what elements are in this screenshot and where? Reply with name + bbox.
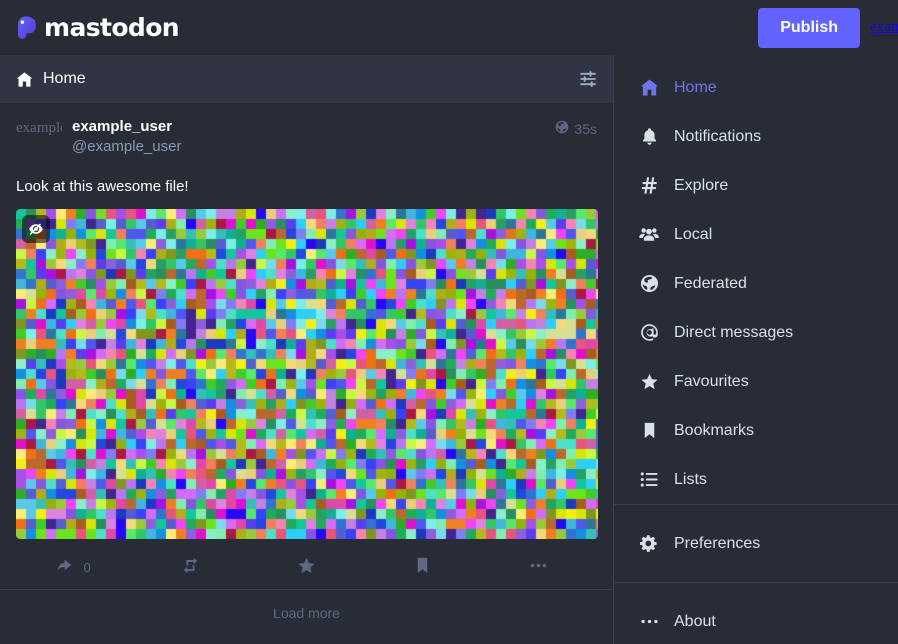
- sidebar-item-favourites[interactable]: Favourites: [614, 357, 898, 406]
- star-icon: [297, 556, 316, 578]
- sidebar-item-label: Federated: [674, 274, 747, 292]
- reply-button[interactable]: 0: [16, 545, 132, 589]
- sidebar-item-label: Notifications: [674, 127, 762, 145]
- hashtag-icon: [638, 176, 660, 195]
- home-timeline-column: Home example_user: [0, 55, 614, 644]
- overflow-link[interactable]: examp: [870, 19, 898, 35]
- status-timestamp[interactable]: 35s: [555, 120, 597, 137]
- navigation-panel: Home Notifications Explore Local: [614, 55, 898, 644]
- star-icon: [638, 372, 660, 391]
- account-handle[interactable]: @example_user: [72, 138, 182, 155]
- sidebar-item-notifications[interactable]: Notifications: [614, 112, 898, 161]
- sidebar-item-label: Local: [674, 225, 713, 243]
- display-name[interactable]: example_user: [72, 118, 173, 135]
- globe-icon: [555, 120, 569, 137]
- boost-button[interactable]: [132, 545, 248, 589]
- sidebar-item-local[interactable]: Local: [614, 210, 898, 259]
- boost-icon: [181, 556, 200, 578]
- top-bar: mastodon Publish examp: [0, 0, 898, 55]
- sidebar-item-lists[interactable]: Lists: [614, 455, 898, 504]
- sidebar-item-label: Explore: [674, 176, 729, 194]
- home-icon: [16, 71, 33, 88]
- sidebar-item-label: Preferences: [674, 534, 761, 552]
- status-content: Look at this awesome file!: [16, 178, 189, 195]
- timestamp-text: 35s: [574, 120, 597, 137]
- sidebar-item-label: Lists: [674, 470, 707, 488]
- nav-divider-top: [614, 504, 898, 505]
- nav-top-spacer: [614, 55, 898, 63]
- sidebar-item-bookmarks[interactable]: Bookmarks: [614, 406, 898, 455]
- avatar-alt-text: example_user: [16, 120, 62, 136]
- at-icon: [638, 323, 660, 342]
- status-post: example_user example_user @example_user: [0, 103, 613, 590]
- image-attachment[interactable]: [16, 209, 598, 539]
- gear-icon: [638, 534, 660, 553]
- nav-divider-bottom: [614, 582, 898, 583]
- ellipsis-icon: [529, 556, 548, 578]
- sidebar-item-label: Bookmarks: [674, 421, 755, 439]
- users-icon: [638, 225, 660, 244]
- column-header-home[interactable]: Home: [0, 55, 613, 103]
- favourite-button[interactable]: [248, 545, 364, 589]
- timeline-body[interactable]: example_user example_user @example_user: [0, 103, 613, 644]
- sidebar-item-preferences[interactable]: Preferences: [614, 519, 898, 568]
- mastodon-logo-icon: [14, 15, 38, 41]
- bookmark-icon: [638, 421, 660, 440]
- mastodon-wordmark: mastodon: [44, 13, 180, 42]
- eye-slash-icon[interactable]: [22, 215, 50, 243]
- sidebar-item-label: Direct messages: [674, 323, 794, 341]
- sidebar-item-label: Favourites: [674, 372, 749, 390]
- sidebar-item-federated[interactable]: Federated: [614, 259, 898, 308]
- status-header: example_user example_user @example_user: [16, 117, 597, 163]
- reply-icon: [57, 556, 76, 578]
- sidebar-item-label: Home: [674, 78, 717, 96]
- sliders-icon[interactable]: [579, 70, 597, 88]
- bookmark-button[interactable]: [365, 545, 481, 589]
- publish-button[interactable]: Publish: [758, 7, 860, 48]
- mastodon-logo[interactable]: mastodon: [14, 13, 180, 42]
- sidebar-item-label: About: [674, 612, 716, 630]
- sidebar-item-explore[interactable]: Explore: [614, 161, 898, 210]
- more-button[interactable]: [481, 545, 597, 589]
- sidebar-item-about[interactable]: About: [614, 597, 898, 644]
- columns-area: Home example_user: [0, 55, 898, 644]
- column-title: Home: [43, 70, 86, 87]
- media-gallery[interactable]: [16, 209, 598, 539]
- list-icon: [638, 470, 660, 489]
- sidebar-item-direct-messages[interactable]: Direct messages: [614, 308, 898, 357]
- bell-icon: [638, 127, 660, 146]
- bookmark-icon: [413, 556, 432, 578]
- top-bar-right: Publish examp: [758, 7, 898, 48]
- status-names: example_user @example_user: [72, 117, 181, 155]
- reply-count: 0: [83, 559, 91, 575]
- home-icon: [638, 78, 660, 97]
- nav-about-block: About: [614, 583, 898, 644]
- avatar[interactable]: example_user: [16, 117, 62, 163]
- load-more-button[interactable]: Load more: [0, 590, 613, 636]
- nav-preferences-block: Preferences: [614, 505, 898, 582]
- globe-icon: [638, 274, 660, 293]
- sidebar-item-home[interactable]: Home: [614, 63, 898, 112]
- ellipsis-icon: [638, 612, 660, 631]
- status-action-bar: 0: [16, 545, 597, 589]
